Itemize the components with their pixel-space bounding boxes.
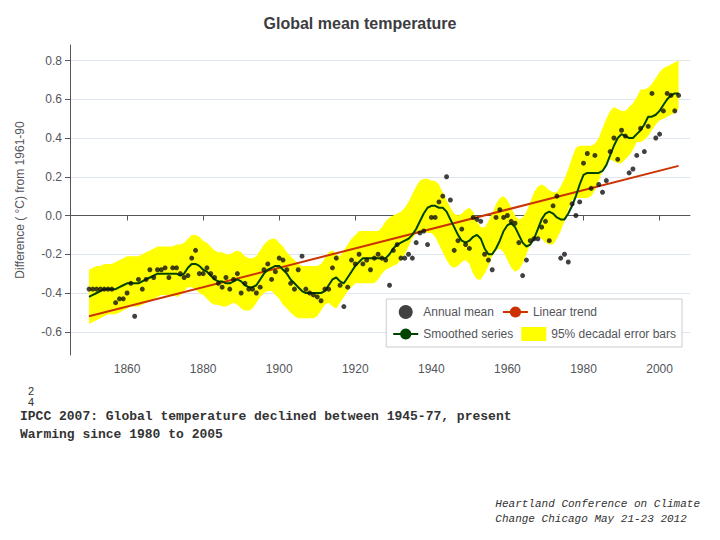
svg-text:1920: 1920	[342, 362, 369, 376]
svg-text:0.0: 0.0	[45, 209, 62, 223]
svg-text:0.8: 0.8	[45, 54, 62, 68]
svg-text:-0.2: -0.2	[41, 247, 62, 261]
svg-text:1880: 1880	[190, 362, 217, 376]
svg-text:1900: 1900	[266, 362, 293, 376]
svg-text:0.2: 0.2	[45, 170, 62, 184]
svg-text:0.6: 0.6	[45, 92, 62, 106]
svg-text:Linear trend: Linear trend	[533, 305, 597, 319]
svg-text:1960: 1960	[494, 362, 521, 376]
svg-text:Global mean temperature: Global mean temperature	[264, 15, 457, 32]
svg-text:4: 4	[28, 396, 34, 408]
svg-text:1940: 1940	[418, 362, 445, 376]
svg-text:Smoothed series: Smoothed series	[423, 327, 513, 341]
svg-text:IPCC 2007: Global temperature: IPCC 2007: Global temperature declined b…	[20, 409, 511, 424]
svg-text:Heartland Conference on Climat: Heartland Conference on Climate	[495, 498, 700, 510]
svg-text:0.4: 0.4	[45, 131, 62, 145]
svg-text:2000: 2000	[646, 362, 673, 376]
svg-text:Difference ( °C) from 1961-90: Difference ( °C) from 1961-90	[13, 121, 27, 279]
svg-text:2: 2	[28, 384, 35, 397]
svg-text:Warming since 1980 to 2005: Warming since 1980 to 2005	[20, 427, 223, 442]
svg-text:1980: 1980	[570, 362, 597, 376]
svg-text:Change Chicago May 21-23 2012: Change Chicago May 21-23 2012	[495, 513, 687, 525]
svg-text:-0.6: -0.6	[41, 325, 62, 339]
svg-text:-0.4: -0.4	[41, 286, 62, 300]
svg-text:1860: 1860	[114, 362, 141, 376]
svg-text:Annual mean: Annual mean	[423, 305, 494, 319]
svg-text:95% decadal error bars: 95% decadal error bars	[551, 327, 676, 341]
